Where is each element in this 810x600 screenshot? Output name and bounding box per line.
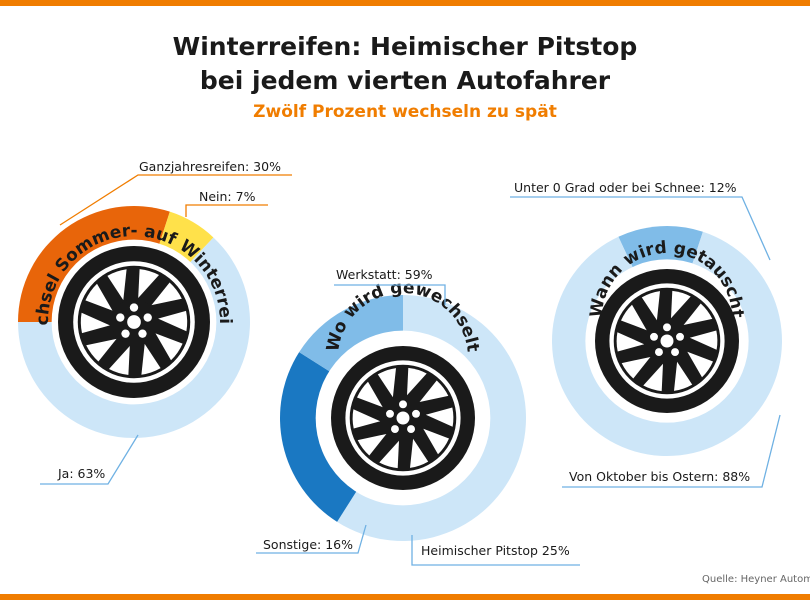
rim-window	[683, 303, 713, 325]
wheel-icon	[331, 346, 475, 490]
rim-window	[151, 282, 182, 306]
lug-hole	[116, 313, 125, 322]
lug-hole	[386, 409, 394, 418]
rim-window	[425, 407, 454, 427]
lug-hole	[654, 348, 663, 357]
lug-hole	[407, 425, 416, 434]
lug-hole	[650, 332, 658, 341]
rim-window	[419, 380, 449, 402]
leader-line-unter-0-grad	[510, 196, 771, 261]
rim-window	[407, 367, 427, 396]
lug-hole	[676, 332, 684, 341]
leader-line-sonstige	[256, 524, 367, 554]
slice-label-sonstige: Sonstige: 16%	[263, 537, 353, 552]
page-subtitle: Zwölf Prozent wechseln zu spät	[253, 102, 557, 122]
rim-window	[86, 338, 117, 362]
center-bore	[396, 411, 410, 425]
slice-label-ganzjahresreifen: Ganzjahresreifen: 30%	[139, 159, 281, 174]
lug-hole	[138, 329, 147, 338]
chart-winter-tire-change: Wechsel Sommer- auf Winterreifen Nein: 7…	[0, 0, 292, 485]
source-note: Quelle: Heyner Automotive	[702, 574, 810, 585]
chart-where-changed: Wo wird gewechselt Werkstatt: 59% Sonsti…	[256, 267, 580, 566]
rim-window	[141, 343, 161, 375]
slice-label-unter-0-grad: Unter 0 Grad oder bei Schnee: 12%	[514, 180, 737, 195]
rim-window	[687, 351, 713, 378]
rim-window	[671, 290, 691, 319]
lug-hole	[390, 425, 399, 434]
slice-label-heimischer-pitstop: Heimischer Pitstop 25%	[421, 543, 570, 558]
page-title-line-1: Winterreifen: Heimischer Pitstop	[172, 32, 638, 61]
rim-window	[674, 361, 693, 391]
rim-window	[641, 291, 660, 321]
bottom-accent-bar	[0, 594, 810, 600]
rim-window	[107, 269, 127, 301]
lug-hole	[399, 400, 407, 409]
lug-hole	[412, 409, 420, 418]
leader-line-heimischer-pitstop	[411, 535, 580, 566]
leader-line-nein	[185, 204, 268, 217]
rim-window	[621, 357, 651, 379]
rim-window	[616, 332, 645, 352]
rim-window	[379, 440, 399, 469]
rim-window	[138, 269, 159, 298]
rim-window	[155, 333, 183, 361]
leader-line-ja	[40, 434, 139, 485]
slice-label-oktober-ostern: Von Oktober bis Ostern: 88%	[569, 469, 750, 484]
chart-when-changed: Wann wird getauscht Unter 0 Grad oder be…	[510, 180, 782, 488]
lug-hole	[143, 313, 152, 322]
rim-window	[357, 381, 383, 408]
slice-label-werkstatt: Werkstatt: 59%	[336, 267, 433, 282]
rim-window	[109, 346, 130, 375]
rim-window	[410, 438, 429, 468]
center-bore	[660, 334, 674, 348]
lug-hole	[129, 303, 139, 312]
rim-window	[689, 330, 718, 350]
center-bore	[127, 315, 141, 329]
leader-line-werkstatt	[334, 284, 446, 305]
slice-label-nein: Nein: 7%	[199, 189, 256, 204]
top-accent-bar	[0, 0, 810, 6]
rim-window	[80, 312, 110, 334]
rim-window	[352, 409, 381, 429]
rim-window	[621, 304, 647, 331]
rim-window	[377, 368, 396, 398]
lug-hole	[121, 329, 130, 338]
rim-window	[158, 310, 188, 332]
leader-line-oktober-ostern	[562, 414, 781, 488]
page-title-line-2: bei jedem vierten Autofahrer	[199, 66, 611, 95]
wheel-icon	[595, 269, 739, 413]
rim-window	[423, 428, 449, 455]
rim-window	[85, 283, 113, 311]
lug-hole	[663, 323, 671, 332]
wheel-icon	[58, 246, 210, 398]
rim-window	[357, 434, 387, 456]
leader-line-ganzjahresreifen	[59, 174, 292, 226]
slice-label-ja: Ja: 63%	[57, 466, 105, 481]
rim-window	[643, 363, 663, 392]
lug-hole	[671, 348, 680, 357]
